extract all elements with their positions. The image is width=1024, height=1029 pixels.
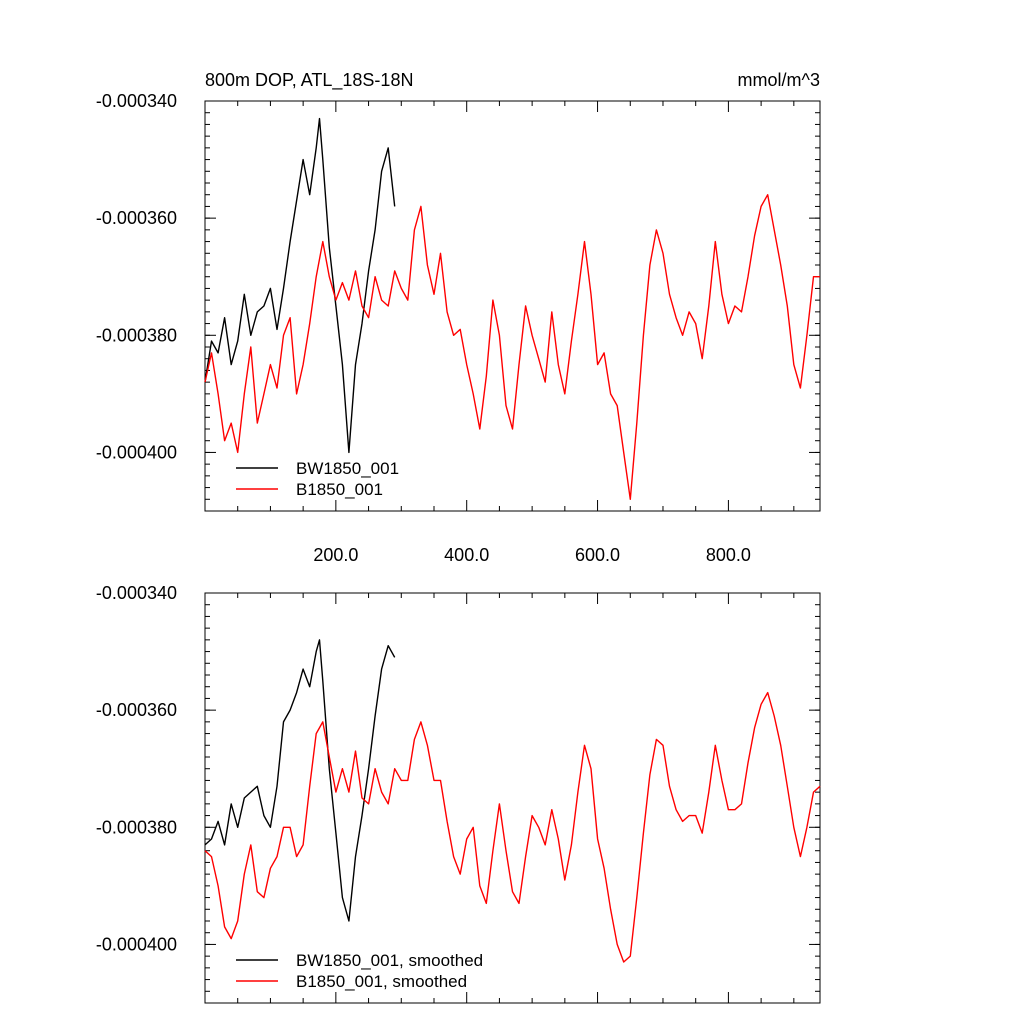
top-panel-units: mmol/m^3 <box>738 70 820 90</box>
x-tick-label: 400.0 <box>444 545 489 565</box>
y-tick-label: -0.000340 <box>96 583 177 603</box>
x-tick-label: 800.0 <box>706 545 751 565</box>
bottom-panel-frame <box>204 592 821 1004</box>
legend-label: BW1850_001, smoothed <box>296 951 483 970</box>
top-panel-title: 800m DOP, ATL_18S-18N <box>205 70 413 91</box>
bottom-panel-ticks: -0.000340 -0.000360 -0.000380 -0.000400 <box>96 583 820 1003</box>
legend-label: B1850_001 <box>296 480 383 499</box>
y-tick-label: -0.000380 <box>96 817 177 837</box>
series-line-black <box>204 117 396 454</box>
y-tick-label: -0.000400 <box>96 934 177 954</box>
legend-label: BW1850_001 <box>296 459 399 478</box>
top-panel: 800m DOP, ATL_18S-18N mmol/m^3 -0.000340… <box>96 70 821 565</box>
y-tick-label: -0.000360 <box>96 700 177 720</box>
legend-label: B1850_001, smoothed <box>296 972 467 991</box>
series-line-black <box>204 639 396 922</box>
series-line-red <box>204 193 820 500</box>
bottom-panel-lines <box>204 639 821 963</box>
y-tick-label: -0.000400 <box>96 442 177 462</box>
series-line-red <box>204 691 821 963</box>
top-panel-ticks: -0.000340 -0.000360 -0.000380 -0.000400 200.… <box>96 91 820 565</box>
bottom-panel-legend: BW1850_001, smoothed B1850_001, smoothed <box>236 951 483 991</box>
x-tick-label: 200.0 <box>313 545 358 565</box>
top-panel-legend: BW1850_001 B1850_001 <box>236 459 399 499</box>
x-tick-label: 600.0 <box>575 545 620 565</box>
y-tick-label: -0.000360 <box>96 208 177 228</box>
bottom-panel: -0.000340 -0.000360 -0.000380 -0.000400 BW1… <box>96 583 821 1004</box>
y-tick-label: -0.000340 <box>96 91 177 111</box>
y-tick-label: -0.000380 <box>96 325 177 345</box>
top-panel-frame <box>204 100 821 512</box>
top-panel-lines <box>204 117 820 500</box>
